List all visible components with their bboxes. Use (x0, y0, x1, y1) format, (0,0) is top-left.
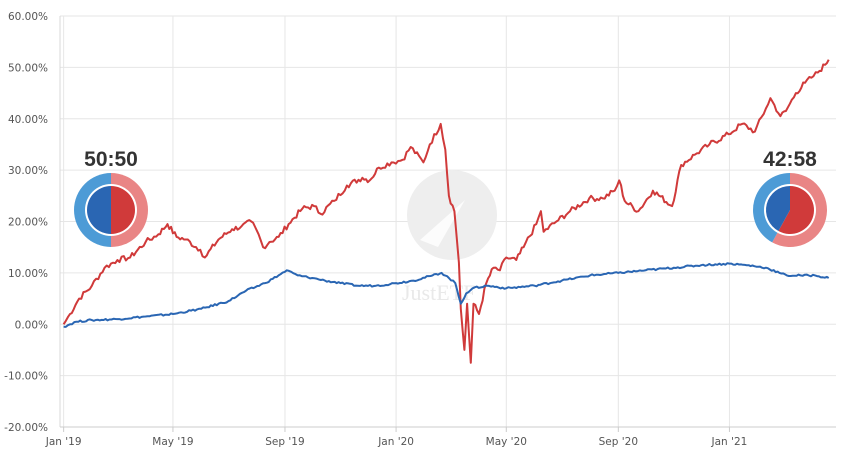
watermark-text: JustETF (402, 280, 475, 305)
pie-red-slice (111, 186, 135, 234)
x-tick-label: May '19 (152, 436, 193, 448)
watermark-logo: JustETF (402, 170, 497, 305)
y-tick-label: -10.00% (4, 371, 48, 383)
series-line-1 (62, 59, 830, 364)
allocation-ratio-label: 42:58 (763, 148, 817, 171)
y-tick-label: 50.00% (8, 62, 48, 74)
pie-blue-slice (87, 186, 111, 234)
x-tick-label: Jan '19 (45, 436, 82, 448)
axes: -20.00% -10.00% 0.00% 10.00% 20.00% 30.00% 40.… (4, 11, 836, 448)
pie-blue-slice (766, 186, 790, 232)
allocation-badge-right: 42:58 (753, 148, 828, 248)
y-tick-label: 20.00% (8, 217, 48, 229)
x-tick-label: May '20 (486, 436, 527, 448)
allocation-badge-left: 50:50 (74, 148, 148, 247)
y-tick-label: 30.00% (8, 165, 48, 177)
allocation-ratio-label: 50:50 (84, 148, 138, 171)
series-lines (62, 59, 830, 364)
x-tick-label: Jan '20 (377, 436, 414, 448)
series-line-2 (63, 262, 830, 328)
x-tick-label: Sep '19 (265, 436, 304, 448)
y-tick-label: 60.00% (8, 11, 48, 23)
x-tick-label: Sep '20 (599, 436, 638, 448)
y-tick-label: -20.00% (4, 422, 48, 434)
allocation-badges: 50:50 42:58 (74, 148, 828, 248)
x-tick-label: Jan '21 (711, 436, 748, 448)
y-tick-label: 10.00% (8, 268, 48, 280)
pie-red-slice (778, 186, 815, 235)
y-tick-label: 40.00% (8, 114, 48, 126)
y-tick-label: 0.00% (15, 319, 48, 331)
